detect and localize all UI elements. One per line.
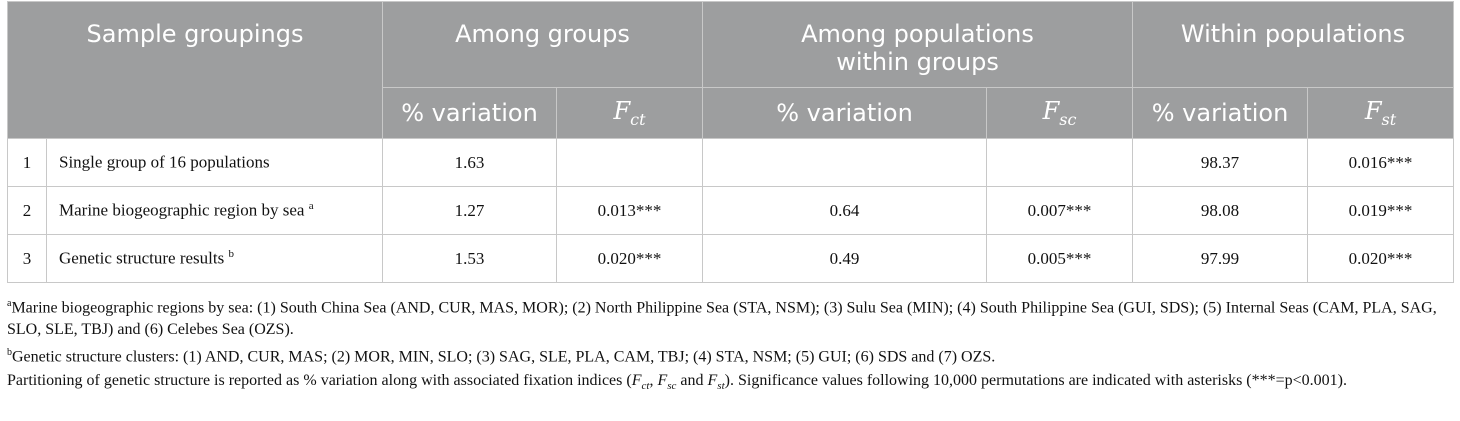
cell-ap-variation: 0.49 [702,234,988,283]
cell-fsc: 0.007*** [986,186,1134,235]
header-among-populations-line1: Among populations [801,20,1034,48]
header-among-groups: Among groups [381,1,704,88]
header-among-populations-line2: within groups [836,48,999,76]
row-label: Single group of 16 populations [46,138,383,187]
row-label: Marine biogeographic region by sea a [46,186,383,235]
subheader-fst: Fst [1307,87,1455,139]
subheader-wp-variation: % variation [1132,87,1309,139]
cell-ag-variation: 1.27 [382,186,557,235]
cell-wp-variation: 98.08 [1132,186,1309,235]
table-header: Sample groupings Among groups Among popu… [7,1,1455,139]
row-number: 1 [7,138,47,187]
subheader-fct: Fct [555,87,704,139]
subheader-ap-variation: % variation [702,87,988,139]
cell-fsc [986,138,1134,187]
footnote-b-text: Genetic structure clusters: (1) AND, CUR… [12,348,996,366]
partition-note: Partitioning of genetic structure is rep… [7,371,1347,392]
cell-wp-variation: 98.37 [1132,138,1309,187]
footnote-a-mark: a [7,298,12,309]
header-among-populations: Among populations within groups [702,1,1134,88]
cell-wp-variation: 97.99 [1132,234,1309,283]
header-within-populations: Within populations [1132,1,1455,88]
row-number: 3 [7,234,47,283]
header-sample-groupings-text: Sample groupings [86,20,304,48]
table-row: 1 Single group of 16 populations 1.63 98… [7,138,1455,187]
cell-fct: 0.020*** [555,234,704,283]
cell-ap-variation: 0.64 [702,186,988,235]
footnote-b: bGenetic structure clusters: (1) AND, CU… [7,342,1453,368]
header-within-populations-text: Within populations [1180,20,1406,48]
cell-fsc: 0.005*** [986,234,1134,283]
subheader-ag-variation: % variation [382,87,557,139]
header-sample-groupings: Sample groupings [7,1,383,139]
cell-ap-variation [702,138,988,187]
amova-table: Sample groupings Among groups Among popu… [7,1,1455,283]
cell-fst: 0.020*** [1307,234,1455,283]
row-label: Genetic structure results b [46,234,383,283]
cell-ag-variation: 1.53 [382,234,557,283]
row-number: 2 [7,186,47,235]
footnote-a: aMarine biogeographic regions by sea: (1… [7,293,1453,341]
table-container: Sample groupings Among groups Among popu… [7,1,1455,283]
cell-fst: 0.019*** [1307,186,1455,235]
footnote-a-text: Marine biogeographic regions by sea: (1)… [7,299,1437,339]
header-among-groups-text: Among groups [455,20,630,48]
cell-fct [555,138,704,187]
cell-fct: 0.013*** [555,186,704,235]
subheader-fsc: Fsc [986,87,1134,139]
table-footnotes: aMarine biogeographic regions by sea: (1… [7,293,1453,397]
table-row: 2 Marine biogeographic region by sea a 1… [7,186,1455,235]
footnote-b-mark: b [7,347,12,359]
cell-fst: 0.016*** [1307,138,1455,187]
table-row: 3 Genetic structure results b 1.53 0.020… [7,234,1455,283]
table-body: 1 Single group of 16 populations 1.63 98… [7,138,1455,283]
cell-ag-variation: 1.63 [382,138,557,187]
